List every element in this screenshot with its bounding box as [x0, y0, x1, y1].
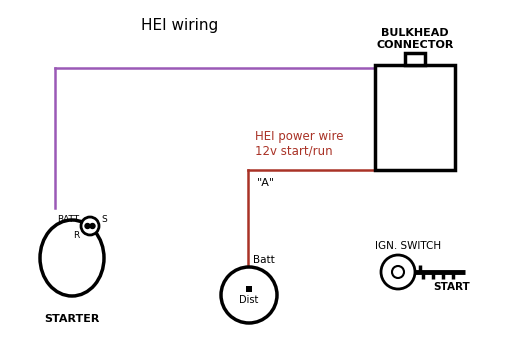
Circle shape	[90, 223, 95, 229]
Text: Batt: Batt	[252, 255, 274, 265]
Circle shape	[380, 255, 414, 289]
Bar	[404, 53, 424, 65]
Text: STARTER: STARTER	[44, 314, 99, 324]
Text: Dist: Dist	[239, 295, 258, 305]
Text: "A": "A"	[257, 178, 275, 188]
Circle shape	[221, 267, 276, 323]
Text: R: R	[73, 231, 79, 240]
Text: HEI power wire
12v start/run: HEI power wire 12v start/run	[255, 130, 343, 158]
Circle shape	[391, 266, 403, 278]
Text: BULKHEAD
CONNECTOR: BULKHEAD CONNECTOR	[376, 28, 453, 50]
Text: IGN. SWITCH: IGN. SWITCH	[374, 241, 440, 251]
Bar	[245, 286, 251, 292]
Bar	[374, 65, 454, 170]
Ellipse shape	[40, 220, 104, 296]
Text: S: S	[101, 215, 107, 224]
Circle shape	[81, 217, 99, 235]
Text: START: START	[432, 282, 469, 292]
Circle shape	[85, 223, 90, 229]
Text: HEI wiring: HEI wiring	[141, 18, 218, 33]
Text: BATT: BATT	[57, 215, 79, 224]
